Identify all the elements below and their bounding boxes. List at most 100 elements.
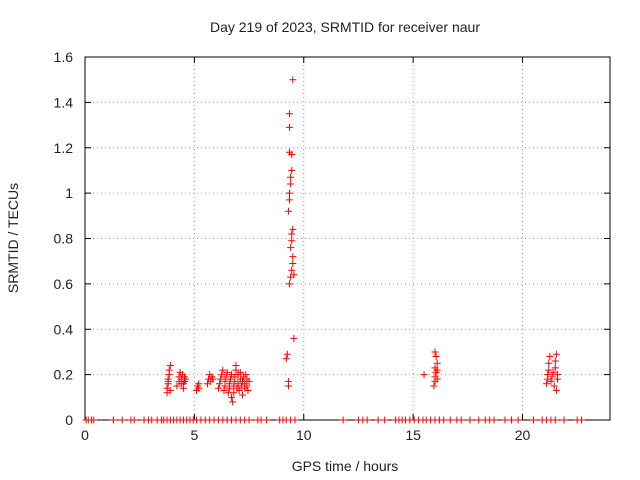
y-tick-label: 1.6 [54, 49, 74, 65]
data-point [245, 377, 253, 385]
chart-title: Day 219 of 2023, SRMTID for receiver nau… [210, 19, 480, 35]
data-point [287, 180, 295, 188]
data-point [263, 416, 271, 424]
data-point [284, 377, 292, 385]
data-point [543, 380, 551, 388]
data-point [446, 416, 454, 424]
data-point [226, 375, 234, 383]
data-point [433, 375, 441, 383]
y-axis-label: SRMTID / TECUs [5, 183, 21, 293]
data-point [550, 382, 558, 390]
data-point [291, 416, 299, 424]
data-point [286, 110, 294, 118]
data-point [457, 416, 465, 424]
data-point [232, 362, 240, 370]
data-point [288, 266, 296, 274]
data-point [216, 380, 224, 388]
data-point [552, 350, 560, 358]
data-point [209, 375, 217, 383]
data-point [109, 416, 117, 424]
data-point [490, 416, 498, 424]
y-tick-label: 1.4 [54, 94, 74, 110]
data-point [560, 416, 568, 424]
data-point [432, 352, 440, 360]
data-point [420, 371, 428, 379]
x-axis-label: GPS time / hours [292, 458, 399, 474]
data-point [219, 366, 227, 374]
data-point [289, 225, 297, 233]
data-point [552, 387, 560, 395]
y-tick-label: 0.6 [54, 276, 74, 292]
data-point [440, 416, 448, 424]
data-point [501, 416, 509, 424]
data-point [288, 237, 296, 245]
y-tick-label: 0.4 [54, 321, 74, 337]
x-tick-label: 0 [81, 427, 89, 443]
x-tick-label: 10 [296, 427, 312, 443]
data-point [236, 368, 244, 376]
data-point [289, 253, 297, 261]
x-tick-label: 15 [405, 427, 421, 443]
data-point [551, 357, 559, 365]
data-point [431, 348, 439, 356]
data-point [433, 359, 441, 367]
data-point [165, 366, 173, 374]
data-point [230, 389, 238, 397]
data-point [374, 416, 382, 424]
data-point [288, 151, 296, 159]
data-point [554, 371, 561, 379]
data-point [195, 380, 203, 388]
data-point [173, 382, 181, 390]
data-point [286, 123, 294, 131]
data-point [182, 375, 190, 383]
data-point [242, 371, 250, 379]
data-point [551, 416, 559, 424]
data-point [166, 387, 174, 395]
data-point [514, 416, 522, 424]
data-point [289, 259, 297, 267]
y-tick-label: 1.2 [54, 140, 74, 156]
data-point [286, 196, 294, 204]
data-point [220, 387, 228, 395]
data-point [214, 384, 222, 392]
data-point [433, 366, 441, 374]
data-points [82, 76, 586, 424]
axis-ticks: 0 5 10 15 20 0 0.2 0.4 0.6 0.8 1 1.2 1.4 1.6 [54, 49, 610, 443]
data-point [286, 280, 294, 288]
y-tick-label: 1 [65, 185, 73, 201]
data-point [290, 334, 298, 342]
data-point [363, 416, 371, 424]
data-point [239, 391, 246, 399]
data-point [475, 416, 483, 424]
data-point [222, 373, 230, 381]
data-point [288, 230, 296, 238]
data-point [243, 382, 251, 390]
data-point [228, 393, 236, 401]
data-point [130, 416, 138, 424]
data-point [546, 352, 554, 360]
data-point [223, 368, 231, 376]
data-point [545, 359, 553, 367]
data-point [164, 377, 172, 385]
data-point [229, 398, 237, 406]
data-point [90, 416, 98, 424]
data-point [466, 416, 474, 424]
data-point [529, 416, 537, 424]
data-point [235, 387, 243, 395]
data-point [290, 271, 298, 279]
data-point [284, 207, 292, 215]
data-point [283, 350, 291, 358]
y-tick-label: 0 [65, 412, 73, 428]
x-tick-label: 5 [190, 427, 198, 443]
data-point [289, 76, 297, 84]
data-point [381, 416, 389, 424]
data-point [118, 416, 126, 424]
data-point [225, 380, 233, 388]
data-point [286, 189, 294, 197]
data-point [339, 416, 347, 424]
data-point [217, 375, 225, 383]
y-tick-label: 0.8 [54, 231, 74, 247]
grid-lines [85, 57, 610, 420]
